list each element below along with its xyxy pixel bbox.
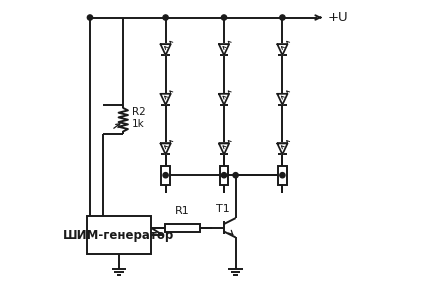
Polygon shape xyxy=(219,94,229,105)
Text: R2: R2 xyxy=(132,107,146,117)
Bar xyxy=(165,224,200,232)
Circle shape xyxy=(280,173,285,178)
Circle shape xyxy=(280,15,285,20)
Text: +U: +U xyxy=(327,11,348,24)
Circle shape xyxy=(221,15,227,20)
Polygon shape xyxy=(160,94,171,105)
Polygon shape xyxy=(160,143,171,154)
Text: ШИМ-генератор: ШИМ-генератор xyxy=(63,229,175,241)
Bar xyxy=(220,166,228,185)
Circle shape xyxy=(233,173,238,178)
Bar xyxy=(278,166,287,185)
Polygon shape xyxy=(277,94,288,105)
Circle shape xyxy=(87,15,93,20)
Polygon shape xyxy=(277,44,288,55)
Text: T1: T1 xyxy=(215,204,229,214)
Bar xyxy=(161,166,170,185)
Circle shape xyxy=(163,173,168,178)
Circle shape xyxy=(221,173,227,178)
Text: 1k: 1k xyxy=(132,119,145,129)
Polygon shape xyxy=(277,143,288,154)
Text: R1: R1 xyxy=(175,206,190,216)
Circle shape xyxy=(163,15,168,20)
Polygon shape xyxy=(219,143,229,154)
Polygon shape xyxy=(160,44,171,55)
Bar xyxy=(87,216,151,254)
Polygon shape xyxy=(219,44,229,55)
